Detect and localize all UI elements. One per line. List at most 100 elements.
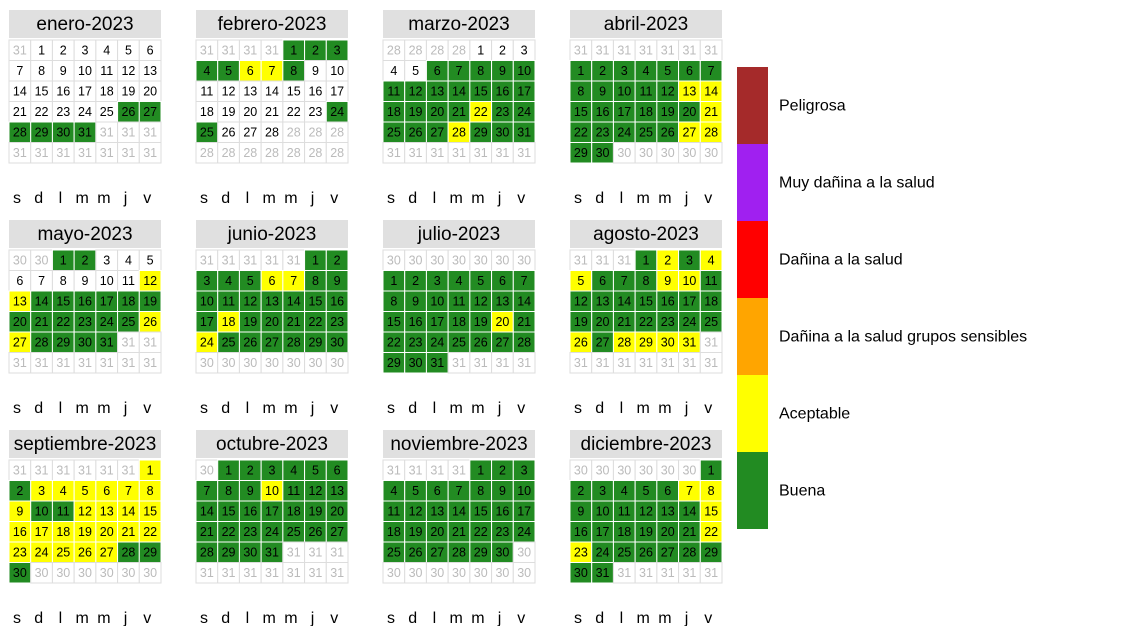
day-number: 24 <box>682 315 696 329</box>
day-number: 31 <box>265 566 279 580</box>
weekday-label: l <box>246 610 250 626</box>
day-number: 30 <box>308 356 322 370</box>
day-number: 9 <box>412 295 419 309</box>
weekday-label: d <box>595 190 604 207</box>
day-number: 17 <box>596 525 610 539</box>
day-number: 10 <box>78 64 92 78</box>
day-number: 19 <box>121 85 135 99</box>
day-number: 10 <box>682 274 696 288</box>
day-number: 26 <box>243 336 257 350</box>
day-number: 25 <box>222 336 236 350</box>
day-number: 28 <box>35 336 49 350</box>
month-title-bg <box>383 430 535 458</box>
day-number: 5 <box>643 484 650 498</box>
day-number: 1 <box>577 64 584 78</box>
day-number: 23 <box>243 525 257 539</box>
day-number: 11 <box>222 295 235 309</box>
day-number: 15 <box>387 315 401 329</box>
day-number: 31 <box>682 566 696 580</box>
day-number: 31 <box>596 356 610 370</box>
day-number: 31 <box>121 126 135 140</box>
day-number: 31 <box>474 146 488 160</box>
day-number: 30 <box>409 254 423 268</box>
weekday-label: v <box>143 400 151 417</box>
weekday-label: s <box>200 400 208 417</box>
weekday-label: j <box>684 610 689 626</box>
day-number: 31 <box>517 356 531 370</box>
day-number: 25 <box>387 126 401 140</box>
day-number: 18 <box>452 315 466 329</box>
day-number: 1 <box>38 44 45 58</box>
day-number: 30 <box>35 566 49 580</box>
day-number: 15 <box>474 85 488 99</box>
month-title: enero-2023 <box>36 14 133 35</box>
day-number: 8 <box>477 64 484 78</box>
day-number: 30 <box>574 566 588 580</box>
day-number: 30 <box>430 566 444 580</box>
day-number: 30 <box>78 566 92 580</box>
month-title-bg <box>9 10 161 38</box>
day-cell <box>699 562 723 584</box>
day-number: 26 <box>474 336 488 350</box>
day-number: 22 <box>474 525 488 539</box>
day-number: 30 <box>143 566 157 580</box>
day-number: 31 <box>409 464 423 478</box>
day-number: 2 <box>334 254 341 268</box>
day-number: 30 <box>387 566 401 580</box>
day-number: 28 <box>243 146 257 160</box>
legend-swatch <box>737 67 768 144</box>
day-number: 4 <box>290 464 297 478</box>
day-number: 9 <box>60 64 67 78</box>
day-number: 3 <box>203 274 210 288</box>
day-number: 30 <box>574 464 588 478</box>
day-number: 8 <box>60 274 67 288</box>
day-number: 30 <box>639 464 653 478</box>
day-number: 15 <box>639 295 653 309</box>
month-title-bg <box>196 430 348 458</box>
day-number: 20 <box>265 315 279 329</box>
day-number: 1 <box>225 464 232 478</box>
day-number: 30 <box>409 356 423 370</box>
day-number: 9 <box>82 274 89 288</box>
day-number: 31 <box>330 546 344 560</box>
day-number: 16 <box>495 505 509 519</box>
day-number: 19 <box>78 525 92 539</box>
day-number: 29 <box>639 336 653 350</box>
day-number: 28 <box>452 546 466 560</box>
day-number: 31 <box>56 464 70 478</box>
day-cell <box>138 352 162 374</box>
day-number: 6 <box>247 64 254 78</box>
day-cell <box>325 142 349 164</box>
day-number: 31 <box>143 356 157 370</box>
day-number: 17 <box>265 505 279 519</box>
day-number: 31 <box>474 356 488 370</box>
day-number: 1 <box>390 274 397 288</box>
day-number: 27 <box>682 126 696 140</box>
day-number: 1 <box>60 254 67 268</box>
day-number: 5 <box>664 64 671 78</box>
day-number: 23 <box>495 105 509 119</box>
day-number: 31 <box>596 254 610 268</box>
day-number: 28 <box>200 546 214 560</box>
day-number: 30 <box>13 254 27 268</box>
day-number: 31 <box>430 146 444 160</box>
day-number: 12 <box>78 505 92 519</box>
day-number: 9 <box>312 64 319 78</box>
weekday-label: m <box>284 190 297 207</box>
weekday-label: m <box>97 190 110 207</box>
day-number: 3 <box>621 64 628 78</box>
day-number: 2 <box>16 484 23 498</box>
weekday-label: l <box>620 610 624 626</box>
day-number: 30 <box>452 254 466 268</box>
day-number: 3 <box>82 44 89 58</box>
day-number: 8 <box>147 484 154 498</box>
day-number: 30 <box>56 566 70 580</box>
weekday-label: l <box>59 610 63 626</box>
day-number: 21 <box>13 105 27 119</box>
weekday-label: d <box>34 190 43 207</box>
weekday-label: m <box>75 400 88 417</box>
weekday-label: d <box>221 190 230 207</box>
